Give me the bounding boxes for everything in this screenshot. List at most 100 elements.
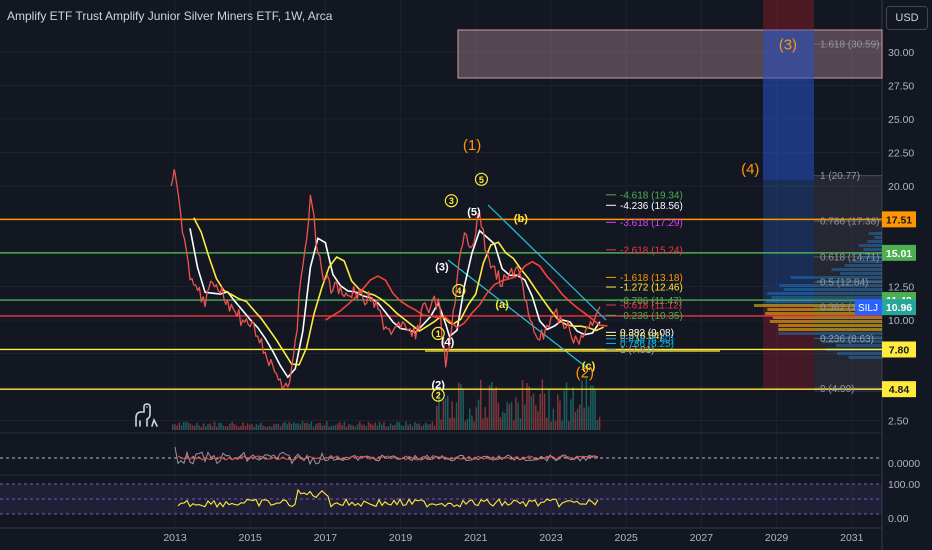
volume-bar [337, 423, 339, 430]
fib-ext-label: -1.272 (12.46) [620, 283, 683, 294]
volume-bar [238, 426, 240, 430]
volume-bar [590, 385, 592, 430]
volume-bar [260, 422, 262, 430]
grid-lines [0, 0, 883, 550]
volume-bar [405, 421, 407, 430]
volume-bar [495, 386, 497, 430]
volume-bar [462, 388, 464, 430]
volume-profile [753, 232, 882, 359]
price-tick-label: 10.00 [888, 315, 914, 327]
wave-label: 2 [436, 391, 441, 401]
volume-bar [196, 422, 198, 430]
volume-bar [361, 424, 363, 430]
volume-bar [317, 423, 319, 430]
volume-bar [563, 390, 566, 430]
volume-bar [295, 423, 297, 430]
wave-label: (2) [431, 379, 445, 391]
time-tick-label: 2023 [539, 532, 563, 544]
volume-bar [543, 393, 546, 430]
volume-bar [541, 379, 544, 430]
volume-profile-bar [820, 336, 882, 339]
wave-label-circle [474, 172, 489, 186]
volume-bar [526, 382, 528, 430]
volume-bar [282, 423, 284, 430]
volume-profile-bar [852, 260, 882, 263]
volume-bar [381, 424, 383, 430]
volume-bar [385, 426, 387, 430]
volume-bar [403, 426, 405, 430]
volume-bar [189, 423, 192, 430]
level-badge-text: 4.84 [889, 384, 910, 396]
wave-label: (4) [741, 161, 759, 178]
volume-bar [576, 408, 579, 430]
time-tick-label: 2013 [163, 532, 187, 544]
volume-bar [570, 399, 572, 430]
volume-bar [299, 424, 302, 430]
fib-retracement-zone [814, 176, 882, 392]
volume-bar [394, 425, 396, 430]
volume-bar [444, 398, 447, 430]
fib-ext-label: 0.5 (8.84) [620, 331, 663, 342]
volume-bar [218, 422, 220, 430]
projection-zones [457, 0, 883, 392]
wave-3-target-box [457, 29, 883, 79]
volume-bar [194, 425, 196, 430]
wave-label: (4) [441, 336, 455, 348]
volume-bar [583, 407, 585, 430]
volume-profile-bar [816, 280, 882, 283]
volume-bar [330, 425, 332, 430]
volume-bar [253, 426, 255, 430]
wave-label: 4 [456, 286, 461, 296]
level-badge-bg [882, 341, 916, 358]
price-axis[interactable]: 2.505.007.5010.0012.5015.0017.5020.0022.… [888, 47, 914, 428]
volume-bar [273, 424, 275, 430]
volume-bar [257, 424, 260, 430]
time-axis[interactable]: 2013 2015 2017 2019 2021 2023 2025 2027 2029 2031 [163, 532, 863, 544]
volume-bar [229, 423, 231, 430]
wave-label-circle [431, 388, 445, 402]
volume-bar [172, 424, 174, 430]
volume-profile-bar [867, 240, 882, 243]
volume-bar [312, 426, 315, 430]
volume-bar [185, 421, 187, 430]
wave-label-circle [452, 283, 466, 298]
volume-bar [334, 425, 337, 430]
volume-bar [557, 394, 559, 430]
volume-bar [473, 421, 475, 430]
volume-bar [389, 423, 392, 430]
fib-ret-label: 1.618 (30.59) [820, 40, 880, 51]
volume-bar [510, 401, 513, 430]
fib-ext-label: -0.236 (10.35) [620, 311, 683, 322]
currency-selector[interactable]: USD [886, 6, 928, 30]
volume-bar [183, 421, 185, 430]
volume-bar [568, 421, 570, 430]
volume-bar [458, 382, 460, 430]
price-badge-bg [882, 299, 916, 316]
volume-bar [191, 425, 194, 430]
volume-profile-bar [874, 236, 882, 239]
volume-profile-bar [836, 352, 882, 355]
volume-bar [200, 426, 203, 430]
volume-bar [180, 425, 183, 430]
price-tick-label: 20.00 [888, 181, 914, 193]
volume-bar [387, 426, 390, 430]
volume-bar [574, 411, 577, 430]
level-badge-text: 15.01 [886, 248, 912, 260]
volume-bar [246, 423, 249, 430]
volume-bar [293, 422, 295, 430]
volume-bar [235, 425, 238, 430]
volume-bar [315, 424, 317, 430]
wave-label: 1 [436, 329, 441, 339]
volume-bar [532, 393, 535, 430]
blue-zone [763, 30, 814, 180]
volume-bar [484, 407, 486, 430]
volume-bar [271, 426, 273, 430]
volume-bar [286, 424, 288, 430]
volume-profile-bar [863, 248, 882, 251]
volume-bar [275, 423, 277, 430]
volume-bar [594, 388, 596, 430]
volume-bar [513, 420, 515, 430]
fib-ret-label: 1 (20.77) [820, 171, 860, 182]
volume-bar [323, 425, 326, 430]
